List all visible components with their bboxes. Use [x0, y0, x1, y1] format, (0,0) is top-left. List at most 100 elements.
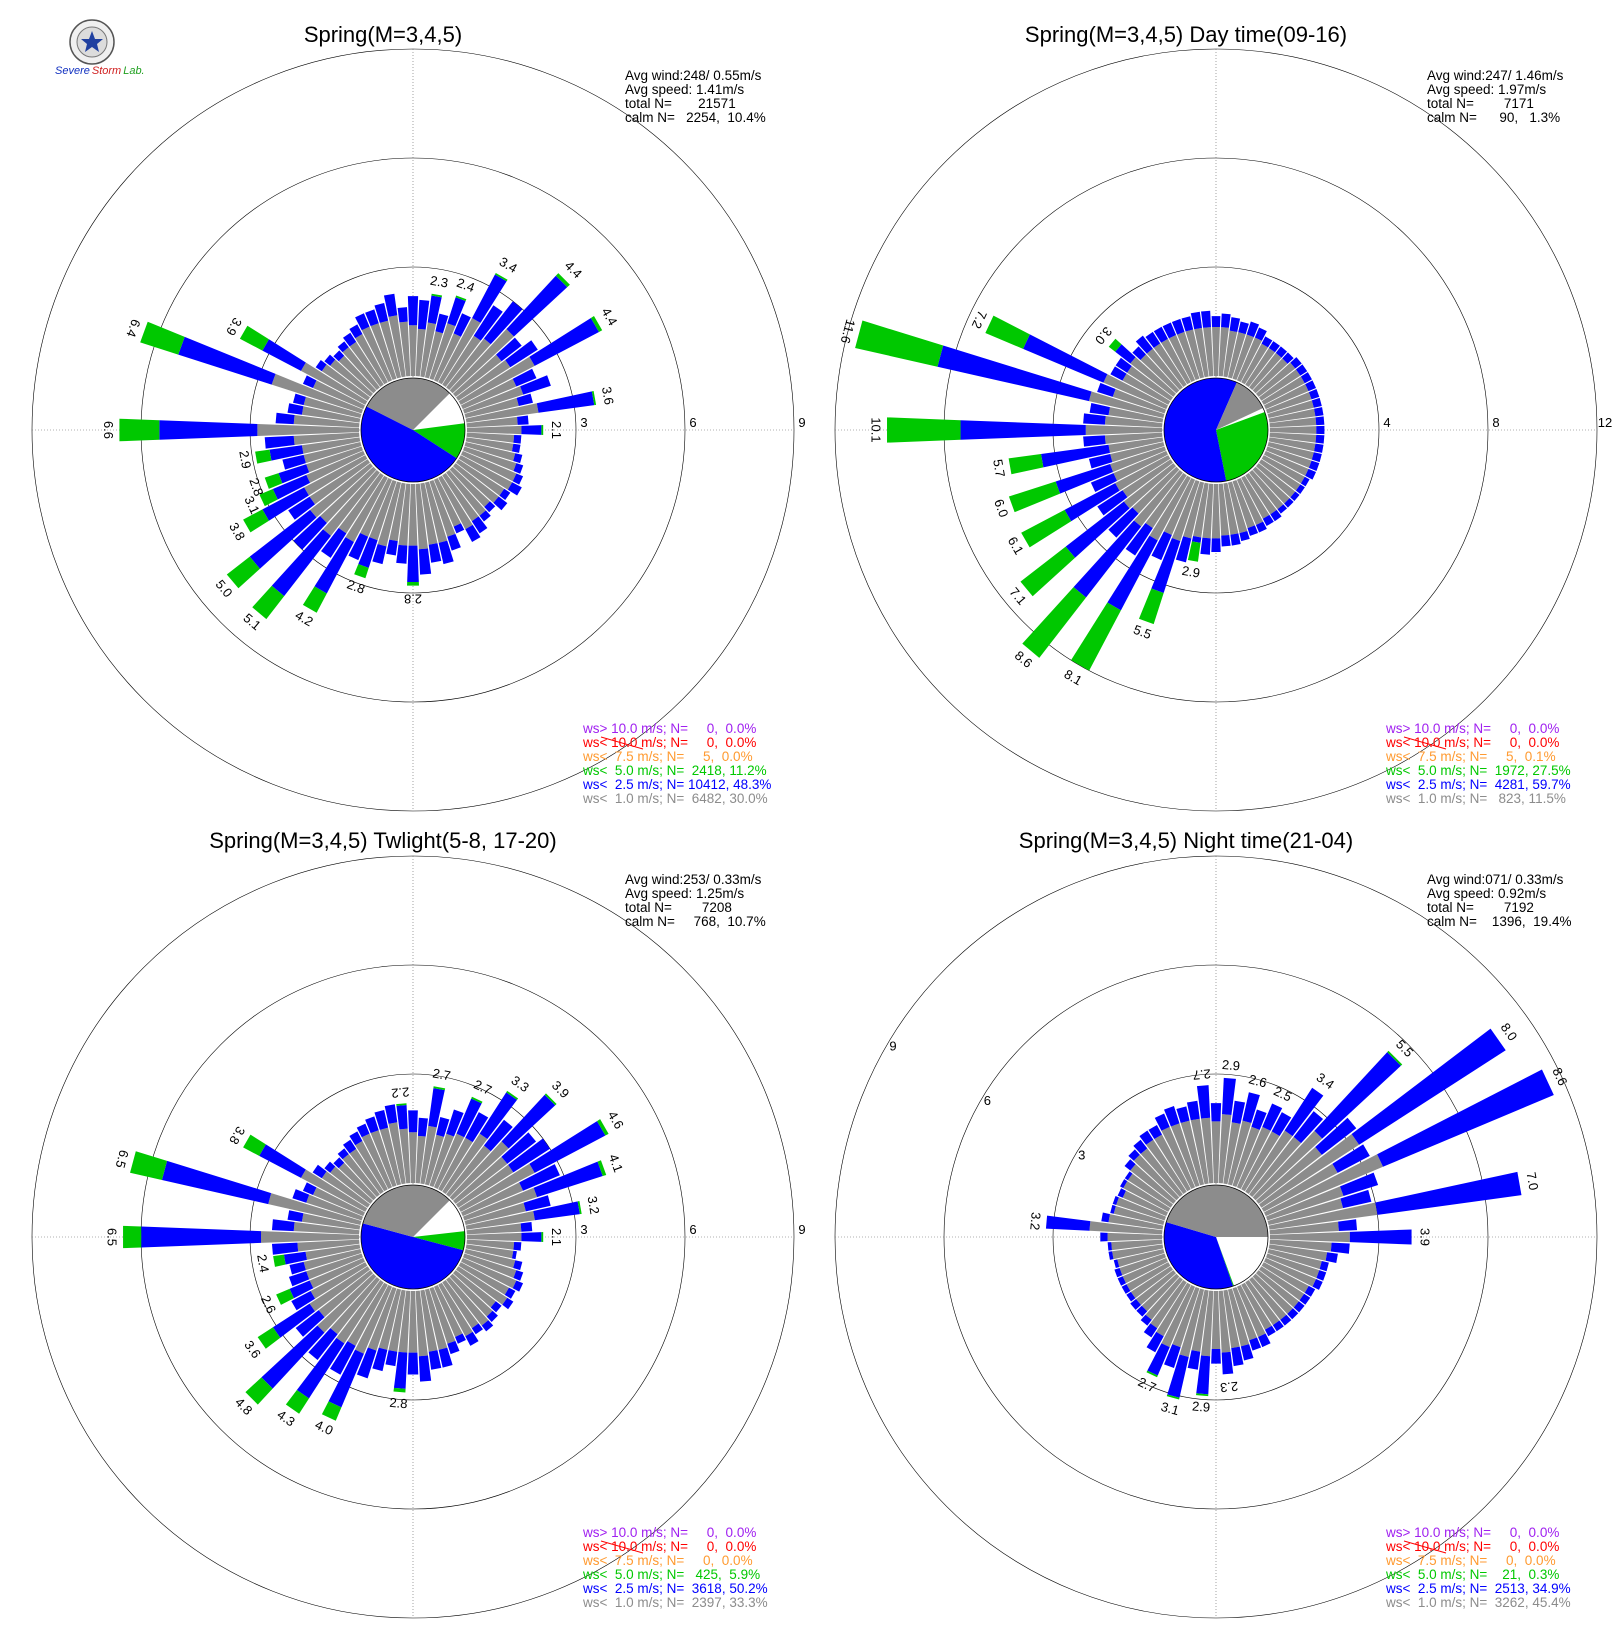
bar-segment-lt1	[466, 1223, 522, 1235]
bar-segment-lt1	[1241, 343, 1269, 385]
bar-value-label: 3.9	[549, 1078, 572, 1101]
bar-segment-lt1	[1211, 1121, 1221, 1184]
bar-segment-lt2_5	[1325, 1252, 1338, 1263]
bar-segment-lt1	[1223, 1289, 1240, 1349]
bar-segment-lt1	[466, 1232, 522, 1242]
bar-segment-lt1	[1140, 1148, 1183, 1197]
bar-segment-lt2_5	[1268, 341, 1280, 353]
bar-segment-lt2_5	[1083, 413, 1106, 425]
bar-segment-lt2_5	[261, 1325, 325, 1389]
bar-segment-lt1	[320, 466, 377, 523]
bar-segment-lt5	[597, 1160, 607, 1177]
bar-segment-lt2_5	[536, 391, 595, 413]
bar-segment-lt2_5	[1272, 1320, 1284, 1332]
bar-segment-lt1	[438, 317, 481, 385]
bar-segment-lt2_5	[1314, 443, 1324, 453]
bar-segment-lt2_5	[374, 1109, 389, 1130]
bar-segment-lt2_5	[1290, 357, 1302, 369]
bar-segment-lt1	[1149, 475, 1191, 541]
bar-segment-lt2_5	[520, 1222, 533, 1232]
bar-segment-lt2_5	[1108, 507, 1139, 538]
center-pie	[360, 1184, 466, 1290]
bar-segment-lt1	[312, 380, 365, 410]
bar-segment-lt2_5	[1089, 403, 1110, 416]
bar-segment-lt2_5	[295, 1310, 325, 1337]
bar-segment-lt1	[464, 441, 516, 462]
bar-value-label: 3.8	[226, 1124, 248, 1147]
bar-segment-lt5	[264, 473, 283, 489]
panel-title: Spring(M=3,4,5) Day time(09-16)	[1025, 22, 1347, 47]
bar-segment-lt2_5	[517, 415, 529, 425]
bar-segment-lt2_5	[337, 341, 349, 353]
bar-segment-lt1	[1126, 1262, 1171, 1291]
bar-segment-lt1	[1223, 1122, 1241, 1185]
bar-segment-lt1	[303, 441, 362, 464]
bar-value-label: 6.4	[123, 317, 143, 339]
bar-segment-lt2_5	[308, 1328, 338, 1361]
pie-outline	[1163, 1184, 1269, 1290]
pie-lt5	[1216, 1237, 1234, 1287]
bar-segment-lt2_5	[1340, 1189, 1372, 1209]
bar-segment-lt1	[438, 475, 473, 530]
bar-segment-lt1	[438, 1282, 473, 1337]
bar-segment-lt2_5	[1151, 531, 1172, 561]
bar-segment-lt1	[424, 1134, 445, 1186]
bar-value-label: 10.1	[868, 417, 883, 442]
bar-segment-lt1	[303, 396, 362, 419]
bar-segment-lt5	[354, 564, 369, 579]
bar-segment-lt2_5	[483, 301, 523, 345]
bar-segment-lt2_5	[321, 528, 347, 558]
bar-segment-lt2_5	[356, 1123, 370, 1138]
bar-value-label: 2.3	[1219, 1379, 1238, 1396]
bar-segment-lt1	[466, 425, 522, 435]
bar-segment-lt2_5	[506, 275, 568, 337]
bar-segment-lt2_5	[435, 313, 449, 334]
bar-segment-lt2_5	[1117, 1276, 1126, 1286]
bar-segment-lt5	[471, 1096, 483, 1104]
bar-segment-lt5	[1138, 588, 1164, 625]
bar-segment-lt2_5	[1300, 372, 1312, 384]
bar-segment-lt2_5	[501, 1132, 537, 1164]
bar-segment-lt1	[1267, 400, 1314, 419]
bar-segment-lt1	[355, 1285, 393, 1354]
bar-segment-lt2_5	[365, 1116, 379, 1134]
ring-label: 3	[580, 1222, 587, 1237]
ring-label: 6	[689, 1222, 696, 1237]
bar-segment-lt2_5	[1249, 1337, 1262, 1351]
bar-segment-lt2_5	[283, 1251, 307, 1265]
bar-segment-lt2_5	[1065, 501, 1130, 558]
bar-segment-lt2_5	[1308, 460, 1320, 471]
bar-segment-lt1	[1130, 357, 1176, 397]
bar-segment-lt1	[338, 355, 377, 394]
bar-segment-lt1	[1104, 416, 1163, 428]
bar-segment-lt1	[465, 403, 539, 423]
bar-segment-lt5	[1008, 453, 1044, 475]
bar-segment-lt2_5	[493, 496, 508, 511]
stats-line: Avg wind:248/ 0.55m/s	[625, 68, 762, 83]
bar-segment-lt1	[453, 1156, 508, 1204]
bar-segment-lt1	[1201, 1117, 1214, 1184]
legend-strike	[600, 736, 644, 750]
bar-segment-lt2_5	[302, 375, 317, 388]
bar-value-label: 11.6	[838, 318, 859, 345]
bar-segment-lt2_5	[465, 1112, 489, 1143]
pie-lt1	[1216, 382, 1264, 430]
bar-segment-lt1	[304, 455, 368, 496]
bar-segment-lt1	[1112, 389, 1166, 414]
bar-segment-lt1	[1123, 1181, 1171, 1212]
bar-segment-lt1	[301, 1213, 361, 1230]
bar-segment-lt2_5	[1139, 1130, 1154, 1145]
bar-segment-lt2_5	[960, 420, 1086, 440]
ring-label: 3	[1078, 1148, 1085, 1163]
bar-segment-lt2_5	[479, 510, 491, 522]
bar-segment-lt2_5	[264, 435, 295, 449]
bar-segment-lt2_5	[1315, 1117, 1357, 1155]
bar-segment-lt1	[1122, 459, 1173, 498]
legend-entry: ws< 10.0 m/s; N= 0, 0.0%	[582, 735, 756, 750]
bar-segment-lt1	[1256, 1270, 1299, 1308]
bar-segment-lt2_5	[1107, 535, 1158, 611]
bar-segment-lt2_5	[496, 337, 522, 362]
bar-value-label: 3.4	[497, 254, 520, 276]
bar-segment-lt1	[1266, 1186, 1344, 1221]
bar-value-label: 2.9	[1191, 1398, 1210, 1415]
